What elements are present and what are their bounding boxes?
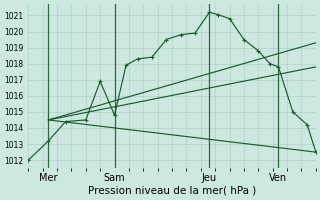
X-axis label: Pression niveau de la mer( hPa ): Pression niveau de la mer( hPa ) <box>88 186 256 196</box>
